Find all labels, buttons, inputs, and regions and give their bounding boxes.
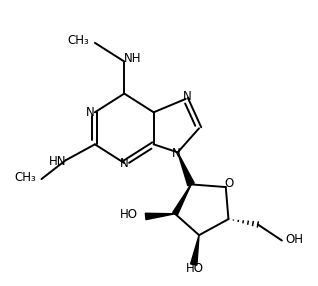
Text: HN: HN [49,155,67,168]
Polygon shape [173,184,191,215]
Text: N: N [183,90,192,103]
Polygon shape [145,213,175,220]
Text: OH: OH [286,233,304,246]
Text: HO: HO [186,262,204,275]
Text: O: O [225,177,234,190]
Text: N: N [120,156,129,170]
Text: CH₃: CH₃ [68,35,90,47]
Text: NH: NH [123,52,141,65]
Text: N: N [171,147,180,160]
Text: CH₃: CH₃ [14,171,36,184]
Polygon shape [178,152,194,186]
Text: HO: HO [120,208,138,221]
Text: N: N [86,106,94,119]
Polygon shape [190,235,199,265]
